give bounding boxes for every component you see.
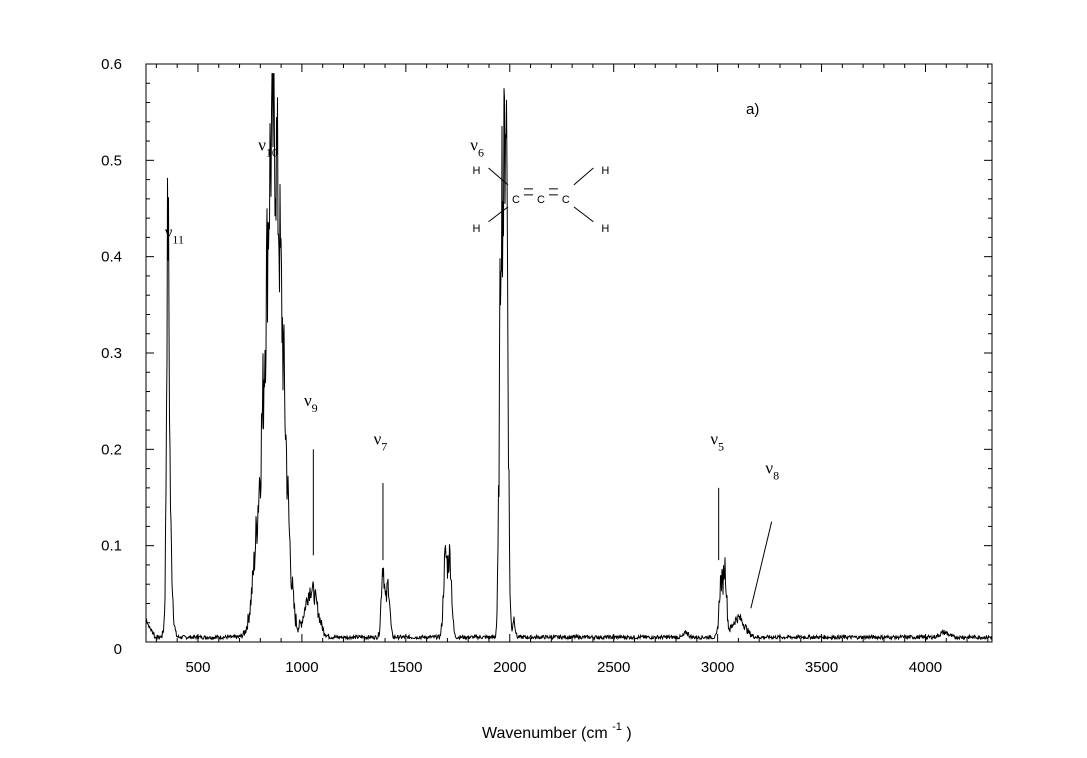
- peak-annotation-symbol: ν: [374, 430, 382, 449]
- atom-label: H: [601, 165, 609, 177]
- y-tick-label: 0.6: [101, 56, 122, 73]
- peak-leader-lines: [312, 449, 773, 609]
- x-axis-title: Wavenumber (cm -1 ): [482, 717, 632, 742]
- y-tick-label: 0.4: [101, 249, 122, 266]
- ch-bond: [573, 206, 594, 223]
- atom-label: H: [601, 223, 609, 235]
- y-tick-label: 0.5: [101, 152, 122, 169]
- x-tick-label: 2500: [597, 659, 630, 676]
- peak-annotation-subscript: 10: [266, 146, 278, 160]
- peak-annotation-symbol: ν: [710, 430, 718, 449]
- ch-bond: [573, 167, 594, 186]
- peak-annotation-subscript: 11: [172, 232, 184, 246]
- atom-label: C: [512, 194, 520, 206]
- peak-annotation-symbol: ν: [165, 222, 173, 241]
- spectrum-line: [145, 73, 993, 642]
- peak-annotation-subscript: 5: [718, 440, 724, 454]
- peak-annotation-subscript: 6: [478, 146, 484, 160]
- ch-bond: [488, 167, 509, 186]
- x-tick-label: 4000: [909, 659, 942, 676]
- x-axis-title-main: Wavenumber (cm: [482, 725, 608, 742]
- peak-annotation-symbol: ν: [470, 136, 478, 155]
- peak-annotation-subscript: 7: [381, 440, 387, 454]
- axis-tick-labels: 500 1000 1500 2000 2500 3000 3500 4000 0 0.1 0.2 0.…: [101, 56, 942, 676]
- atom-label: C: [562, 194, 570, 206]
- x-tick-label: 2000: [493, 659, 526, 676]
- atom-label: H: [473, 165, 481, 177]
- x-tick-label: 1500: [389, 659, 422, 676]
- peak-annotation: ν7: [374, 430, 388, 454]
- atom-label: H: [473, 223, 481, 235]
- peak-leader-line: [750, 521, 773, 609]
- peak-annotation-symbol: ν: [304, 391, 312, 410]
- panel-label: a): [746, 101, 759, 118]
- x-axis-title-sup: -1: [612, 721, 622, 733]
- y-tick-label: 0.3: [101, 345, 122, 362]
- peak-annotation: ν8: [765, 458, 779, 482]
- axis-ticks: [146, 63, 992, 643]
- peak-annotation: ν5: [710, 430, 724, 454]
- peak-annotation: ν9: [304, 391, 318, 415]
- atom-label: C: [537, 194, 545, 206]
- peak-annotation: ν6: [470, 136, 484, 160]
- x-axis-title-close: ): [626, 725, 631, 742]
- x-tick-label: 500: [185, 659, 210, 676]
- x-tick-label: 3500: [805, 659, 838, 676]
- peak-annotation-symbol: ν: [258, 136, 266, 155]
- ch-bond: [488, 206, 509, 223]
- peak-annotation: ν10: [258, 136, 278, 160]
- x-tick-label: 3000: [701, 659, 734, 676]
- peak-annotation: ν11: [165, 222, 184, 246]
- y-tick-label: 0.2: [101, 441, 122, 458]
- peak-annotation-subscript: 8: [773, 468, 779, 482]
- y-tick-label: 0: [114, 641, 122, 658]
- x-tick-label: 1000: [285, 659, 318, 676]
- allene-structure: H H C C C H H: [473, 165, 610, 235]
- peak-annotation-symbol: ν: [765, 458, 773, 477]
- peak-annotation-subscript: 9: [312, 401, 318, 415]
- y-tick-label: 0.1: [101, 538, 122, 555]
